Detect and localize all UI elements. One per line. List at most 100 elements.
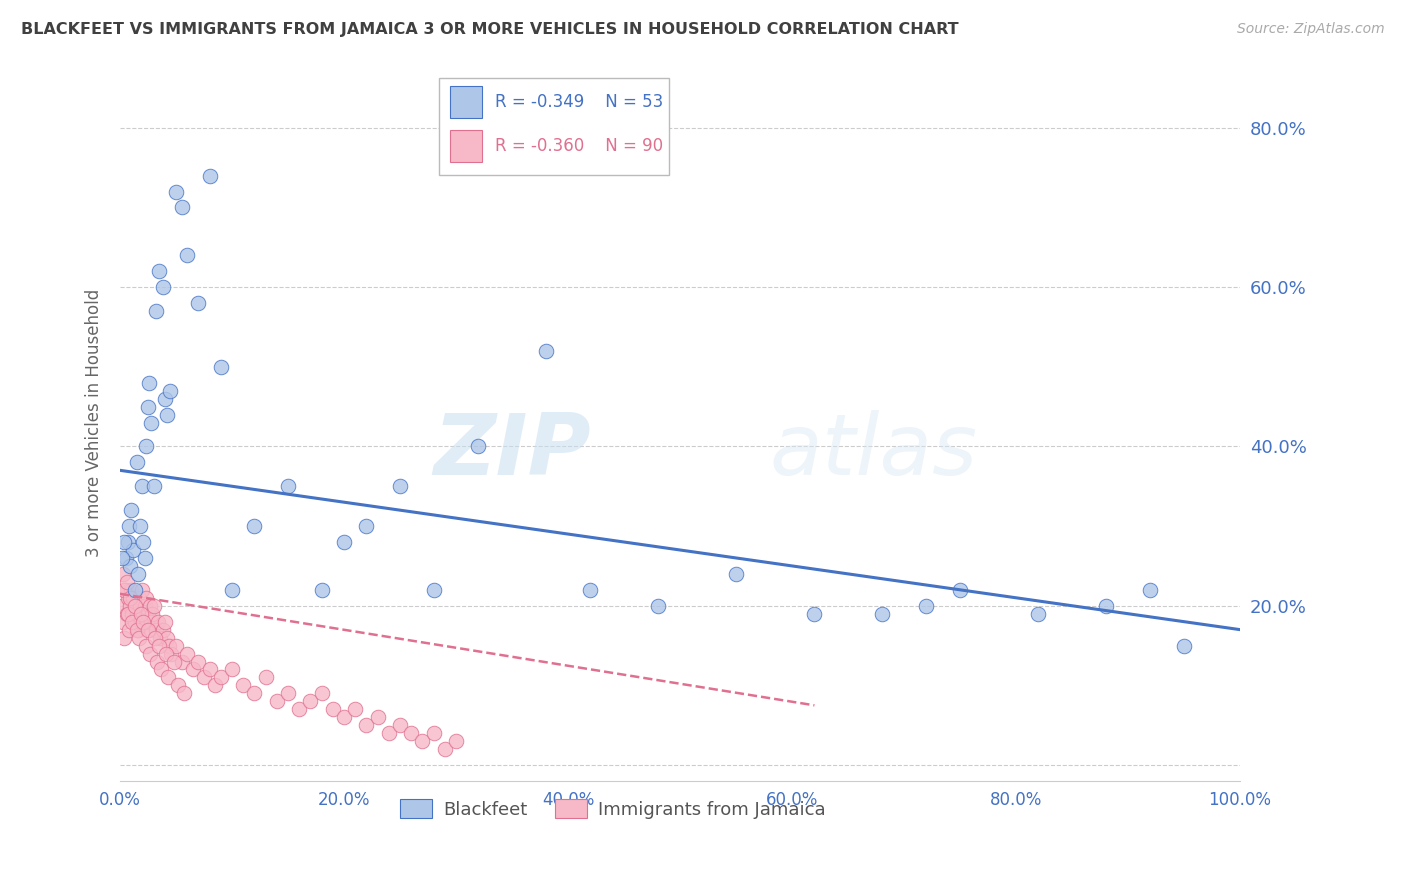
Point [120,503,142,517]
Point [170,655,193,669]
Point [135,439,157,453]
Point [163,655,186,669]
Point [134,599,156,613]
Point [124,615,146,629]
Point [378,726,401,740]
Point [157,639,180,653]
Point [136,607,159,621]
Point [136,400,159,414]
Point [122,543,145,558]
Point [114,582,136,597]
Point [399,726,422,740]
Point [299,694,322,708]
Point [122,591,145,605]
Point [127,623,149,637]
Point [209,359,232,374]
Bar [450,130,482,162]
Point [145,304,167,318]
Point [333,710,356,724]
Point [277,479,299,493]
Point [444,734,467,748]
Point [1028,607,1050,621]
Point [153,392,176,406]
Point [579,582,602,597]
Text: atlas: atlas [769,409,977,492]
Point [356,718,378,732]
Text: Source: ZipAtlas.com: Source: ZipAtlas.com [1237,22,1385,37]
Point [422,726,444,740]
Point [150,663,173,677]
Point [165,639,187,653]
Point [198,169,221,183]
Point [124,582,146,597]
Point [159,384,181,398]
Point [118,519,141,533]
Text: R = -0.360    N = 90: R = -0.360 N = 90 [495,137,664,155]
Point [254,670,277,684]
Point [146,615,169,629]
Point [160,647,183,661]
Point [136,623,159,637]
Point [139,599,162,613]
Point [146,655,169,669]
Point [209,670,232,684]
Point [193,670,215,684]
Point [232,678,254,692]
Point [125,455,148,469]
Point [356,519,378,533]
Point [311,582,333,597]
Point [131,582,153,597]
Point [114,582,136,597]
Point [322,702,344,716]
Point [647,599,669,613]
Point [141,615,163,629]
Point [124,599,146,613]
Point [114,631,136,645]
Point [344,702,367,716]
Point [1173,639,1195,653]
Text: BLACKFEET VS IMMIGRANTS FROM JAMAICA 3 OR MORE VEHICLES IN HOUSEHOLD CORRELATION: BLACKFEET VS IMMIGRANTS FROM JAMAICA 3 O… [21,22,959,37]
Point [333,535,356,549]
Point [135,639,157,653]
Point [132,615,155,629]
Point [433,742,456,756]
Point [111,551,134,566]
Point [121,607,143,621]
Point [198,663,221,677]
Point [129,607,152,621]
Point [288,702,311,716]
Point [388,479,411,493]
Point [115,574,138,589]
Point [388,718,411,732]
Point [129,615,152,629]
Point [870,607,893,621]
Point [221,663,243,677]
Point [127,566,149,581]
Point [411,734,433,748]
Point [534,343,557,358]
Point [114,535,136,549]
Point [152,623,174,637]
Point [949,582,972,597]
Point [148,264,170,278]
Point [132,535,155,549]
Legend: Blackfeet, Immigrants from Jamaica: Blackfeet, Immigrants from Jamaica [392,791,832,826]
Point [156,631,179,645]
Point [243,686,266,700]
Bar [450,86,482,118]
Point [243,519,266,533]
Point [165,185,187,199]
Point [114,551,136,566]
Point [118,623,141,637]
Point [142,479,165,493]
Point [115,607,138,621]
Point [149,631,172,645]
FancyBboxPatch shape [439,78,669,175]
Point [266,694,288,708]
Point [129,599,152,613]
Point [128,591,150,605]
Point [118,558,141,573]
Point [221,582,243,597]
Point [112,566,135,581]
Point [148,639,170,653]
